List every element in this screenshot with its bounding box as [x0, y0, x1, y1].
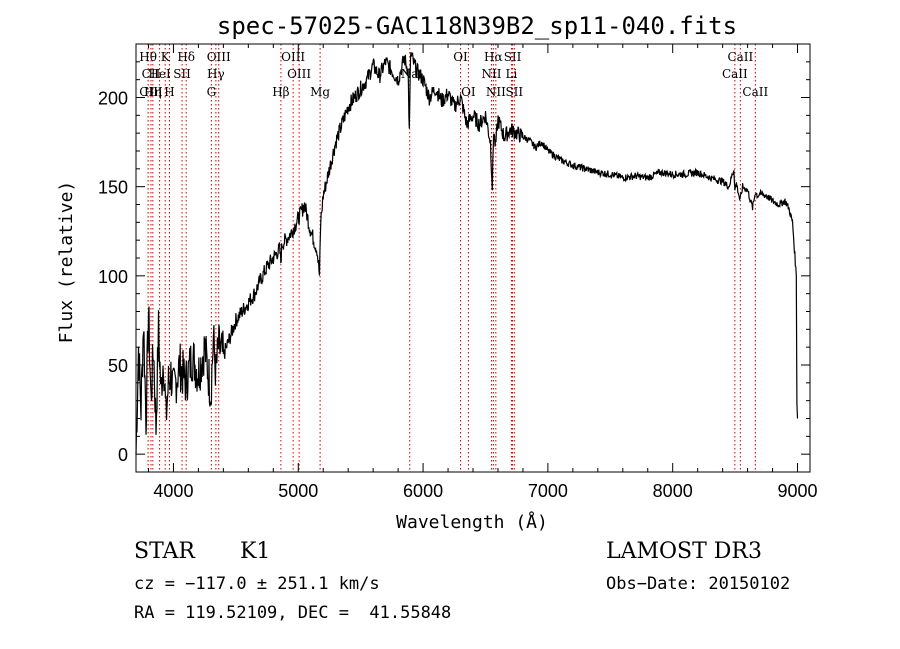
object-class: STAR — [134, 539, 195, 564]
axes-layer: 4000 5000 6000 7000 8000 9000 0 50 100 150 200 — [98, 43, 818, 501]
y-tick-label: 100 — [98, 267, 128, 287]
spectral-line-label: OIII — [287, 67, 311, 81]
x-tick-label: 5000 — [278, 481, 318, 501]
x-tick-label: 7000 — [528, 481, 568, 501]
plot-frame — [135, 43, 811, 473]
spectral-line-label: Hθ — [139, 50, 157, 64]
y-tick-label: 50 — [108, 356, 128, 376]
redshift-readout: cz = −117.0 ± 251.1 km/s — [134, 574, 380, 594]
survey-name: LAMOST DR3 — [606, 539, 762, 564]
observation-date: Obs−Date: 20150102 — [606, 574, 791, 594]
spectral-line-label: G — [207, 85, 217, 99]
spectral-line-label: Hδ — [177, 50, 195, 64]
spectral-line-label: CaII — [722, 67, 748, 81]
flux-series-line — [135, 51, 799, 455]
spectral-line-label: SII — [504, 50, 522, 64]
spectral-line-label: CaII — [742, 85, 768, 99]
spectral-line-label: Hβ — [272, 85, 289, 99]
chart-title: spec-57025-GAC118N39B2_sp11-040.fits — [217, 12, 737, 40]
spectral-line-label: Hη — [144, 85, 162, 99]
line-marker-layer — [147, 44, 756, 472]
spectral-line-label: H — [164, 85, 174, 99]
spectral-line-label: CIII — [139, 85, 163, 99]
y-tick-label: 200 — [98, 89, 128, 109]
series-layer — [135, 51, 799, 455]
spectral-line-label: OI — [453, 50, 468, 64]
y-tick-label: 0 — [118, 445, 128, 465]
x-axis-label: Wavelength (Å) — [396, 511, 548, 533]
spectral-line-label: CaII — [727, 50, 753, 64]
spectral-line-label: HeI — [148, 67, 171, 81]
spectral-line-label: NII — [481, 67, 501, 81]
x-tick-label: 9000 — [777, 481, 817, 501]
spectral-line-label: OI — [461, 85, 476, 99]
spectral-line-label: CII — [142, 67, 161, 81]
spectral-line-label: NII — [486, 85, 506, 99]
spectral-line-label: SII — [173, 67, 191, 81]
spectral-line-label: SII — [505, 85, 523, 99]
spectral-line-label: OIII — [207, 50, 231, 64]
spectral-line-label: Hα — [484, 50, 503, 64]
spectral-line-label: Mg — [310, 85, 330, 99]
object-subclass: K1 — [240, 539, 271, 564]
y-tick-label: 150 — [98, 178, 128, 198]
spectral-line-label: Na — [401, 67, 419, 81]
x-tick-label: 4000 — [153, 481, 193, 501]
x-tick-label: 6000 — [403, 481, 443, 501]
spectral-line-label: Hγ — [207, 67, 225, 81]
spectral-line-label: OIII — [281, 50, 305, 64]
x-tick-label: 8000 — [653, 481, 693, 501]
spectral-line-label: Li — [506, 67, 518, 81]
y-axis-label: Flux (relative) — [56, 181, 77, 344]
coordinates-readout: RA = 119.52109, DEC = 41.55848 — [134, 603, 452, 623]
spectral-line-label: K — [161, 50, 171, 64]
